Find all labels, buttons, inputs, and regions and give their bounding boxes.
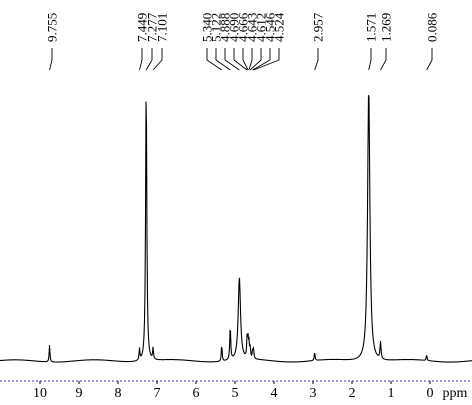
x-axis: 10 9 8 7 6 5 4 3 2 1 0 ppm (0, 380, 472, 401)
peak-label-connector (206, 48, 222, 71)
x-tick-label: 4 (271, 386, 278, 401)
peak-label-connector (242, 48, 249, 71)
peak-label: 9.755 (45, 13, 60, 42)
peak-label: 1.571 (364, 13, 379, 42)
x-tick-label: 9 (76, 386, 83, 401)
x-tick-label: 10 (33, 386, 47, 401)
x-tick-label: 6 (193, 386, 200, 401)
peak-label-connector (380, 48, 387, 71)
peak-label: 4.666 (236, 12, 251, 42)
peak-label: 1.269 (379, 13, 394, 42)
x-tick-label: 0 (427, 386, 434, 401)
x-tick-label: 8 (115, 386, 122, 401)
peak-label-connector (152, 48, 163, 71)
peak-label: 2.957 (311, 12, 326, 42)
peak-label-connector (224, 48, 240, 71)
peak-label: 5.340 (200, 13, 215, 42)
peak-label: 4.546 (263, 12, 278, 42)
peak-label-connector (215, 48, 231, 71)
spectrum-group (0, 95, 472, 363)
x-tick-label: 2 (349, 386, 356, 401)
peak-label-connector (145, 48, 153, 71)
spectrum-line (0, 95, 472, 363)
x-tick-label: 3 (310, 386, 317, 401)
peak-label-connector (249, 48, 262, 71)
peak-label-connector (233, 48, 248, 71)
peak-label: 0.086 (425, 12, 440, 42)
x-tick-label: 7 (154, 386, 161, 401)
peak-label: 4.643 (245, 13, 260, 42)
peak-label-connector (252, 48, 271, 71)
peak-label: 7.277 (145, 12, 160, 42)
peak-label: 4.612 (254, 13, 269, 42)
x-axis-unit-label: ppm (443, 386, 468, 401)
peak-label: 7.101 (155, 13, 170, 42)
peak-label-connector (426, 48, 433, 71)
peak-label: 4.524 (272, 12, 287, 42)
peak-label-connector (139, 48, 143, 71)
peak-label: 4.690 (227, 13, 242, 42)
peak-label: 5.122 (209, 13, 224, 42)
x-tick-label: 5 (232, 386, 239, 401)
peak-label-connector (253, 48, 280, 71)
peak-label-connector (368, 48, 372, 71)
peak-label: 4.888 (218, 13, 233, 42)
x-tick-label: 1 (388, 386, 395, 401)
peak-label-connector (248, 48, 253, 71)
peak-label-connector (314, 48, 319, 71)
peak-label-connector (49, 48, 53, 71)
peak-label: 7.449 (135, 13, 150, 42)
